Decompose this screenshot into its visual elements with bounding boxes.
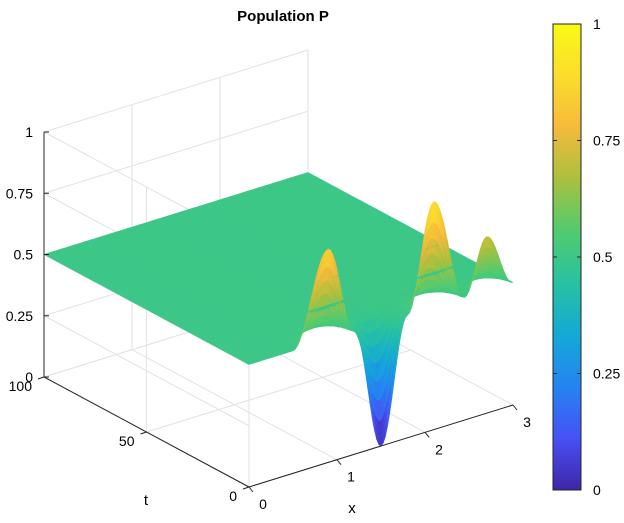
colorbar-gradient — [552, 23, 582, 491]
x-tick-mark — [336, 459, 342, 465]
z-tick-label: 0.25 — [6, 308, 33, 324]
surface-mesh — [43, 172, 514, 447]
colorbar-tick-label: 0.75 — [593, 133, 620, 149]
colorbar-tick-label: 1 — [593, 16, 601, 32]
t-tick-mark — [140, 431, 147, 435]
t-tick-label: 0 — [229, 488, 237, 504]
x-axis-line — [248, 404, 514, 488]
t-tick-label: 50 — [119, 433, 135, 449]
x-axis-label: x — [348, 500, 356, 517]
x-tick-label: 0 — [259, 496, 267, 512]
z-tick-label: 0.75 — [6, 185, 33, 201]
t-tick-mark — [37, 376, 45, 380]
t-axis-label: t — [144, 492, 149, 509]
chart-title: Population P — [237, 8, 329, 25]
x-tick-label: 2 — [435, 441, 443, 457]
t-tick-mark — [242, 486, 250, 490]
x-tick-mark — [248, 486, 254, 493]
z-tick-label: 0 — [25, 369, 33, 385]
z-tick-label: 1 — [25, 124, 33, 140]
x-tick-mark — [424, 432, 430, 438]
x-tick-mark — [512, 404, 518, 411]
grid-line — [43, 110, 309, 194]
z-tick-label: 0.5 — [14, 247, 34, 263]
colorbar-tick-label: 0.25 — [593, 366, 620, 382]
surface-face — [509, 281, 514, 283]
x-tick-label: 3 — [523, 414, 531, 430]
colorbar-tick-label: 0.5 — [593, 249, 613, 265]
t-tick-label: 100 — [9, 378, 33, 394]
colorbar-tick-label: 0 — [593, 482, 601, 498]
grid-line — [43, 49, 309, 133]
colorbar: 0 0.25 0.5 0.75 1 — [552, 16, 620, 498]
x-tick-label: 1 — [347, 469, 355, 485]
